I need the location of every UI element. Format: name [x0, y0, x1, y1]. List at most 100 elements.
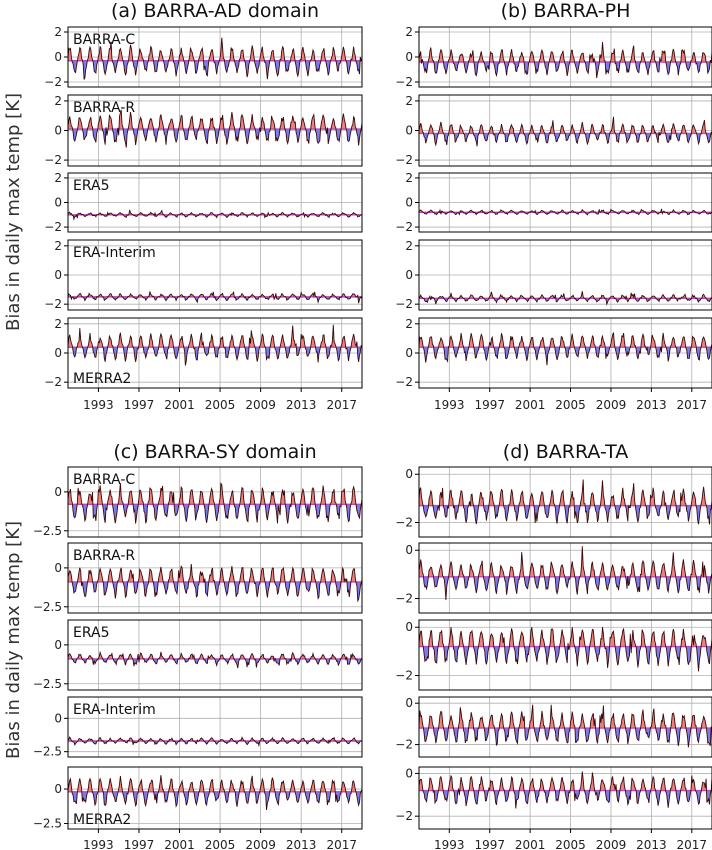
series-name: ERA-Interim — [73, 702, 156, 718]
y-tick-label: −2 — [395, 516, 413, 530]
negative-bias-area — [68, 581, 362, 601]
y-tick-label: −2 — [395, 297, 413, 311]
x-tick-label: 2005 — [555, 838, 586, 850]
series-marks — [419, 291, 712, 306]
positive-bias-area — [419, 627, 712, 647]
positive-bias-area — [68, 775, 362, 792]
positive-bias-area — [419, 332, 712, 348]
chart-title: (a) BARRA-AD domain — [111, 0, 319, 22]
y-tick-label: 0 — [54, 561, 62, 575]
negative-bias-area — [419, 62, 712, 78]
positive-bias-area — [419, 771, 712, 791]
x-tick-label: 2005 — [555, 398, 586, 412]
series-marks — [419, 116, 712, 147]
series-marks — [419, 332, 712, 366]
x-tick-label: 1993 — [83, 398, 114, 412]
subplot-frame — [67, 619, 363, 691]
subplot: −2 0 2 ERA-Interim — [44, 239, 363, 311]
series-marks — [419, 479, 712, 525]
series-name: BARRA-R — [73, 548, 135, 564]
series-marks — [419, 41, 712, 79]
x-tick-label: 2009 — [596, 838, 627, 850]
y-tick-label: −2 — [44, 220, 62, 234]
y-tick-label: −2 — [395, 153, 413, 167]
series-name: BARRA-C — [73, 472, 135, 488]
subplot: −2.5 0 ERA5 — [33, 619, 363, 691]
positive-bias-area — [68, 651, 362, 659]
negative-bias-area — [419, 576, 712, 600]
series-line — [419, 291, 712, 306]
x-tick-label: 1997 — [474, 398, 505, 412]
negative-bias-area — [419, 347, 712, 366]
positive-bias-area — [419, 42, 712, 62]
series-marks — [68, 37, 362, 80]
subplot: −2 0 2 — [395, 317, 712, 389]
x-tick-label: 2013 — [636, 838, 667, 850]
x-tick-label: 1993 — [83, 838, 114, 850]
y-tick-label: 0 — [405, 268, 413, 282]
y-tick-label: 2 — [54, 171, 62, 185]
panels: (a) BARRA-AD domain −2 0 2 BARRA-C −2 0 2 BARRA-… — [33, 0, 712, 850]
x-tick-label: 2013 — [286, 398, 317, 412]
y-tick-label: −2.5 — [33, 816, 62, 830]
series-marks — [419, 546, 712, 601]
chart-panel-0: (a) BARRA-AD domain −2 0 2 BARRA-C −2 0 2 BARRA-… — [44, 0, 363, 412]
series-marks — [68, 775, 362, 811]
subplot-frame — [67, 696, 363, 758]
x-tick-label: 2005 — [205, 398, 236, 412]
x-tick-label: 2001 — [164, 398, 195, 412]
y-tick-label: 0 — [405, 467, 413, 481]
series-line — [68, 109, 362, 148]
series-marks — [419, 704, 712, 748]
y-tick-label: 0 — [54, 268, 62, 282]
series-line — [68, 775, 362, 811]
subplot: −2 0 — [395, 466, 712, 538]
negative-bias-area — [68, 60, 362, 80]
negative-bias-area — [68, 658, 362, 669]
series-name: MERRA2 — [73, 371, 131, 387]
y-tick-label: 2 — [54, 239, 62, 253]
y-tick-label: 0 — [54, 485, 62, 499]
subplot-frame — [418, 466, 712, 538]
x-tick-label: 2001 — [164, 838, 195, 850]
chart-title: (d) BARRA-TA — [503, 441, 628, 463]
x-tick-label: 2017 — [326, 838, 357, 850]
y-tick-label: −2.5 — [33, 600, 62, 614]
series-name: MERRA2 — [73, 812, 131, 828]
y-tick-label: −2 — [395, 220, 413, 234]
y-tick-label: 2 — [405, 317, 413, 331]
y-tick-label: −2 — [44, 375, 62, 389]
series-line — [68, 563, 362, 603]
series-marks — [419, 208, 712, 216]
subplot: −2.5 0 MERRA2 — [33, 766, 363, 830]
series-marks — [68, 324, 362, 366]
y-tick-label: −2 — [395, 592, 413, 606]
series-line — [68, 290, 362, 304]
y-tick-label: −2 — [395, 375, 413, 389]
negative-bias-area — [419, 133, 712, 147]
y-tick-label: −2.5 — [33, 677, 62, 691]
series-line — [68, 37, 362, 80]
y-tick-label: −2.5 — [33, 745, 62, 759]
chart-panel-2: (c) BARRA-SY domain −2.5 0 BARRA-C −2.5 0 BARR… — [33, 441, 363, 850]
x-tick-label: 2017 — [677, 838, 708, 850]
negative-bias-area — [68, 347, 362, 366]
series-name: BARRA-C — [73, 32, 135, 48]
positive-bias-area — [68, 324, 362, 348]
y-tick-label: 2 — [405, 25, 413, 39]
series-marks — [419, 771, 712, 809]
y-tick-label: 2 — [405, 94, 413, 108]
x-tick-label: 2013 — [286, 838, 317, 850]
series-marks — [68, 482, 362, 524]
series-name: ERA-Interim — [73, 245, 156, 261]
subplot: −2 0 2 MERRA2 — [44, 317, 363, 389]
y-tick-label: 0 — [405, 346, 413, 360]
x-tick-label: 2009 — [596, 398, 627, 412]
y-tick-label: 2 — [54, 94, 62, 108]
y-tick-label: −2 — [44, 297, 62, 311]
subplot-frame — [67, 766, 363, 830]
y-tick-label: −2 — [44, 75, 62, 89]
series-line — [419, 627, 712, 672]
subplot-frame — [418, 696, 712, 758]
